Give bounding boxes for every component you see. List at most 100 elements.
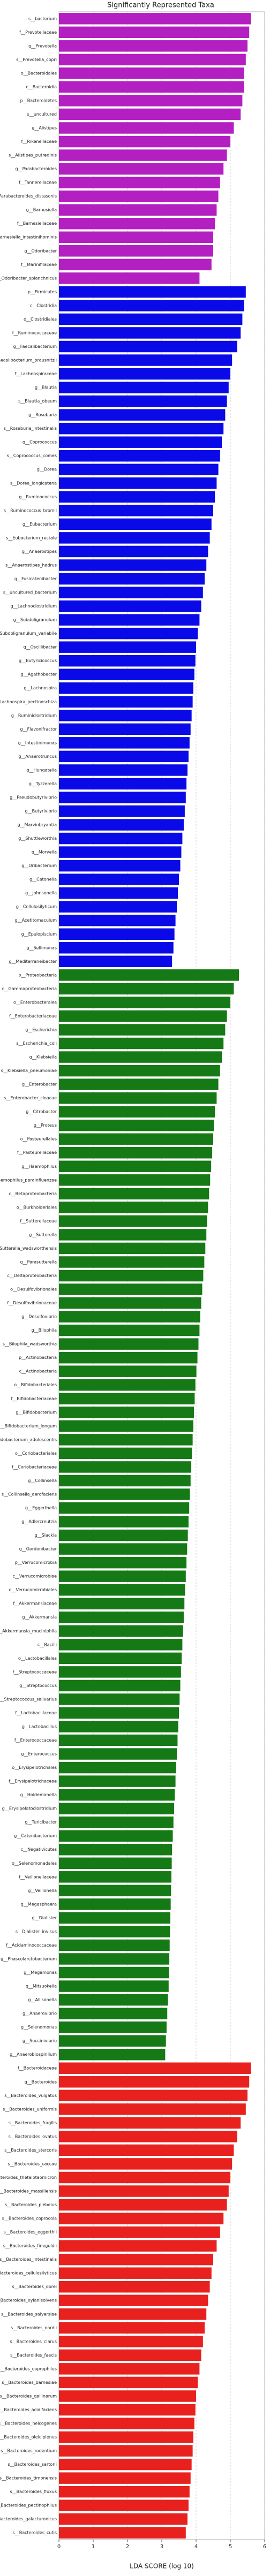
- bar-label: g__Mediterraneibacter: [9, 959, 57, 964]
- bar-label: g__Anaerostipes: [22, 549, 57, 554]
- bar: [59, 135, 230, 148]
- bar: [59, 436, 222, 448]
- bar: [59, 1570, 186, 1582]
- bar-label: g__Proteus: [34, 1123, 57, 1128]
- bar: [59, 2336, 203, 2347]
- bar-label: g__Sutterella: [29, 1232, 57, 1237]
- bar: [59, 532, 210, 544]
- bar: [59, 1242, 206, 1255]
- bar: [59, 2404, 196, 2416]
- bar: [59, 2089, 248, 2102]
- bar-label: s__Bacteroides_xylanisolvens: [0, 2298, 57, 2303]
- bar-label: o__Pasteurellales: [20, 1137, 57, 1142]
- bar: [59, 1229, 207, 1241]
- bar: [59, 696, 193, 708]
- bar-label: s__Lachnospira_pectinoschiza: [0, 700, 57, 704]
- bar-label: s__Haemophilus_parainfluenzae: [0, 1177, 57, 1182]
- bar-label: g__Tyzzerella: [29, 781, 57, 786]
- bar-label: g__Bacteroides: [25, 2079, 57, 2084]
- bar-label: s__Bacteroides_clarus: [10, 2339, 57, 2344]
- bar: [59, 1160, 212, 1172]
- bar: [59, 204, 217, 216]
- bar-label: g__Dialister: [32, 1916, 57, 1920]
- bar: [59, 340, 237, 353]
- bar: [59, 1447, 192, 1460]
- bar-label: s__Bacteroides_faecis: [10, 2353, 57, 2358]
- bar-label: f__Lactobacillaceae: [15, 1711, 57, 1715]
- bar: [59, 450, 220, 462]
- bar: [59, 2376, 198, 2389]
- bar: [59, 792, 186, 803]
- bar-label: g__Anaerobiospirillum: [10, 2052, 57, 2057]
- bar: [59, 2076, 250, 2088]
- bar-label: s__Sutterella_wadsworthensis: [0, 1246, 57, 1251]
- bar-label: g__Citrobacter: [26, 1110, 57, 1114]
- bar-label: g__Bifidobacterium: [16, 1410, 57, 1415]
- bar-label: f__Lachnospiraceae: [15, 371, 57, 376]
- bar-label: g__Succinivibrio: [22, 2039, 57, 2043]
- bar-label: c__Gammaproteobacteria: [2, 986, 57, 991]
- bar-label: o__Bacteroidales: [21, 71, 57, 75]
- bar: [59, 1283, 202, 1295]
- bar-label: o__Verrucomicrobiales: [9, 1587, 57, 1592]
- bar: [59, 832, 183, 845]
- x-tick-label: 1: [92, 2544, 95, 2550]
- bar: [59, 245, 213, 257]
- bar-label: p__Bacteroidetes: [20, 98, 57, 103]
- bar: [59, 2349, 201, 2361]
- bar-label: s__Bacteroides_barnesiae: [2, 2380, 57, 2385]
- bar-label: s__Bacteroides_plebeius: [5, 2202, 57, 2207]
- bar-label: s__Bacteroides_ovatus: [9, 2134, 57, 2139]
- bar: [59, 1188, 209, 1200]
- bar: [59, 1639, 183, 1651]
- bar: [59, 1078, 219, 1090]
- bar-label: g__Oscillibacter: [23, 645, 57, 650]
- bar: [59, 1994, 168, 2006]
- bar-label: s__Bacteroides_coprocola: [2, 2216, 57, 2221]
- bar: [59, 2008, 168, 2019]
- bar: [59, 1556, 187, 1569]
- bar: [59, 1393, 195, 1404]
- bar-label: c__Bacteroidia: [26, 85, 57, 89]
- bar-label: s__Bacteroides_acidifaciens: [0, 2407, 57, 2412]
- bar: [59, 2048, 166, 2061]
- bar-label: s__Prevotella_copri: [16, 57, 57, 62]
- bar: [59, 2226, 220, 2238]
- bar: [59, 2253, 213, 2266]
- bar: [59, 81, 244, 93]
- bar: [59, 2527, 186, 2539]
- bar: [59, 1707, 179, 1719]
- bar: [59, 545, 208, 558]
- bar-label: f__Ruminococcaceae: [12, 330, 57, 335]
- bar: [59, 1256, 205, 1268]
- bar: [59, 655, 196, 667]
- bar: [59, 1106, 215, 1118]
- bar-label: s__Bacteroides_intestinalis: [0, 2257, 57, 2262]
- bar: [59, 1133, 213, 1145]
- bar: [59, 750, 189, 763]
- bar-label: f__Acidaminococcaceae: [6, 1943, 57, 1948]
- bar: [59, 1488, 190, 1500]
- bar: [59, 1379, 196, 1391]
- bar-label: g__Coprococcus: [22, 440, 57, 445]
- bar-label: g__Enterobacter: [22, 1082, 57, 1087]
- bar: [59, 2486, 190, 2498]
- bar-label: f__Coriobacteriaceae: [12, 1464, 57, 1469]
- bar: [59, 983, 234, 995]
- bar: [59, 1598, 185, 1609]
- bar-label: p__Actinobacteria: [19, 1355, 57, 1360]
- bar: [59, 2267, 212, 2279]
- bar: [59, 286, 246, 298]
- bar-label: f__Akkermansiaceae: [13, 1601, 57, 1606]
- bar: [59, 2363, 200, 2375]
- bar: [59, 1215, 207, 1227]
- bar: [59, 1024, 226, 1036]
- bar: [59, 1898, 171, 1910]
- bar-label: s__Bacteroides_salyersiae: [1, 2312, 57, 2316]
- bar: [59, 955, 172, 968]
- bar-label: g__Anaerovibrio: [22, 2011, 57, 2016]
- bar: [59, 1884, 171, 1897]
- bar-label: s__Roseburia_intestinalis: [4, 426, 57, 431]
- bar: [59, 395, 227, 407]
- bar: [59, 2144, 234, 2156]
